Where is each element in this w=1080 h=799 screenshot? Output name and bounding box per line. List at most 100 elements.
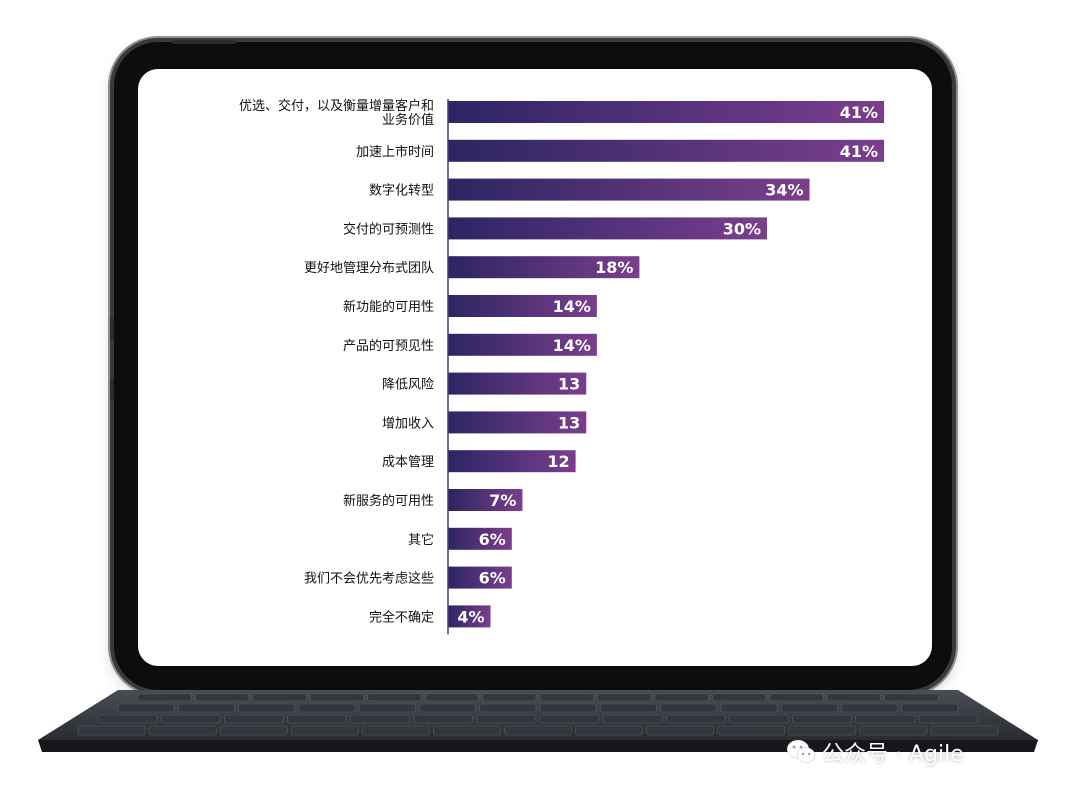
keyboard-key [855, 714, 916, 724]
bar [448, 256, 640, 279]
category-label: 新功能的可用性 [343, 299, 434, 315]
keyboard-key [290, 725, 359, 736]
bar-value-label: 41% [840, 103, 878, 122]
keyboard-key [298, 703, 356, 713]
keyboard-key [711, 693, 767, 702]
keyboard-key [841, 703, 899, 713]
keyboard-key [362, 725, 430, 736]
keyboard [38, 690, 1038, 752]
keyboard-key [476, 714, 537, 724]
category-label: 增加收入 [382, 416, 434, 431]
tablet-volume-button [110, 378, 114, 400]
keyboard-key [646, 725, 714, 736]
bar-value-label: 6% [479, 530, 506, 549]
bar [448, 139, 884, 162]
keyboard-key [287, 714, 347, 724]
keyboard-key [729, 714, 789, 724]
tablet-volume-button [110, 318, 114, 340]
keyboard-key [597, 693, 652, 702]
bar-value-label: 13 [558, 375, 580, 394]
bar [448, 411, 587, 434]
keyboard-key [350, 714, 411, 724]
keyboard-key [177, 703, 235, 713]
keyboard-key [599, 703, 657, 713]
keyboard-key [720, 703, 778, 713]
bar-value-label: 18% [595, 258, 633, 277]
keyboard-key [826, 693, 881, 702]
keyboard-key [859, 725, 928, 736]
bar-value-label: 41% [840, 142, 878, 161]
keyboard-key [780, 703, 838, 713]
keyboard-key [419, 703, 477, 713]
keyboard-key [413, 714, 474, 724]
category-label: 我们不会优先考虑这些 [304, 571, 434, 587]
keyboard-key [539, 714, 600, 724]
bar [448, 527, 512, 550]
watermark: 公众号 · Agile [786, 735, 1026, 769]
keyboard-key [918, 714, 979, 724]
bar-value-label: 14% [553, 336, 591, 355]
keyboard-key [539, 703, 597, 713]
keyboard-key [309, 693, 365, 702]
category-label: 成本管理 [382, 455, 434, 470]
category-label: 业务价值 [382, 112, 434, 128]
bar [448, 333, 597, 356]
keyboard-key [602, 714, 663, 724]
bar [448, 489, 523, 511]
bar-value-label: 14% [553, 297, 591, 316]
bar [448, 605, 491, 628]
keyboard-key [901, 703, 959, 713]
category-label: 数字化转型 [369, 184, 434, 199]
keyboard-key [479, 703, 537, 713]
keyboard-key [137, 693, 192, 702]
keyboard-key [660, 703, 718, 713]
keyboard-key [223, 714, 284, 724]
bar [448, 372, 587, 395]
bar [448, 178, 810, 201]
bar-value-label: 12 [547, 452, 569, 471]
category-label: 加速上市时间 [356, 144, 434, 160]
bar [448, 566, 512, 589]
keyboard-key [252, 693, 307, 702]
tablet-top-button [172, 40, 236, 44]
watermark-text: 公众号 · Agile [822, 742, 964, 767]
bar [448, 295, 597, 317]
keyboard-key [238, 703, 296, 713]
keyboard-key [654, 693, 709, 702]
category-label: 完全不确定 [369, 609, 434, 625]
wechat-icon [786, 739, 816, 763]
keyboard-key [424, 693, 479, 702]
keyboard-key [219, 725, 288, 736]
keyboard-key [792, 714, 853, 724]
keyboard-key [160, 714, 221, 724]
category-label: 更好地管理分布式团队 [304, 261, 434, 276]
category-label: 产品的可预见性 [343, 338, 434, 354]
bar [448, 217, 768, 240]
keyboard-key [575, 725, 643, 736]
bar-value-label: 30% [723, 219, 761, 238]
keyboard-key [195, 693, 250, 702]
bar-value-label: 6% [479, 569, 506, 588]
category-label: 新服务的可用性 [343, 493, 434, 509]
bar [448, 101, 884, 123]
keyboard-key [788, 725, 857, 736]
keyboard-key [148, 725, 217, 736]
keyboard-key [884, 693, 939, 702]
keyboard-key [930, 725, 999, 736]
keyboard-key [717, 725, 786, 736]
keyboard-key [117, 703, 175, 713]
keyboard-key [358, 703, 416, 713]
keyboard-key [367, 693, 422, 702]
category-label: 交付的可预测性 [343, 221, 434, 237]
keyboard-key [482, 693, 537, 702]
keyboard-key [539, 693, 594, 702]
category-label: 降低风险 [382, 378, 434, 393]
keyboard-key [504, 725, 572, 736]
keyboard-key [97, 714, 158, 724]
category-label: 其它 [408, 532, 434, 548]
tablet-screen: 41% 优选、交付，以及衡量增量客户和 业务价值 41% 加速上市时间 34% 数字化转型 3… [138, 69, 932, 666]
keyboard-key [433, 725, 501, 736]
bar [448, 450, 576, 473]
category-label: 优选、交付，以及衡量增量客户和 [239, 98, 434, 114]
